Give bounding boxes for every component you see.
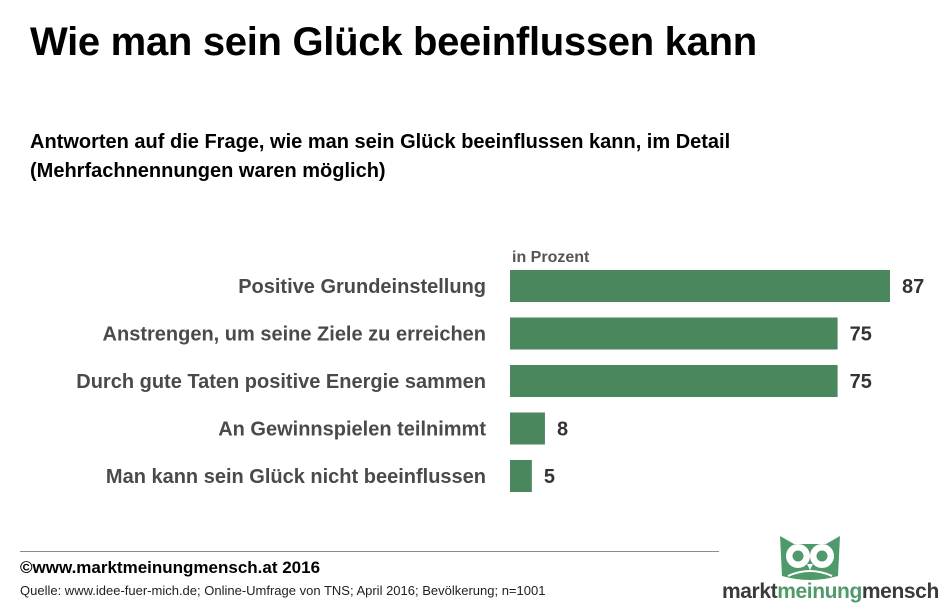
brand-logo: marktmeinungmensch: [718, 530, 948, 608]
owl-icon: [780, 536, 840, 580]
category-label-5: Man kann sein Glück nicht beeinflussen: [106, 466, 486, 488]
category-label-4: An Gewinnspielen teilnimmt: [218, 419, 486, 441]
page-title: Wie man sein Glück beeinflussen kann: [30, 20, 757, 64]
source-text: Quelle: www.idee-fuer-mich.de; Online-Um…: [20, 583, 546, 598]
logo-word-mensch: mensch: [861, 580, 939, 603]
bar-5: [510, 460, 532, 492]
chart-subtitle: Antworten auf die Frage, wie man sein Gl…: [30, 128, 910, 186]
copyright-text: ©www.marktmeinungmensch.at 2016: [20, 558, 321, 577]
subtitle-line-1: Antworten auf die Frage, wie man sein Gl…: [30, 131, 731, 153]
bar-2: [510, 317, 838, 350]
logo-word-meinung: meinung: [777, 580, 862, 603]
subtitle-line-2: (Mehrfachnennungen waren möglich): [30, 160, 386, 182]
category-label-1: Positive Grundeinstellung: [238, 276, 486, 298]
value-label-3: 75: [850, 371, 872, 393]
logo-wordmark: marktmeinungmensch: [722, 580, 939, 604]
footer-divider: [20, 551, 719, 552]
value-label-1: 87: [902, 276, 924, 298]
bar-chart: in Prozent Positive Grundeinstellung 87 An…: [76, 249, 924, 492]
unit-label: in Prozent: [512, 249, 590, 266]
bar-1: [510, 270, 890, 302]
bar-3: [510, 365, 838, 397]
value-label-5: 5: [544, 466, 555, 488]
bar-group: Positive Grundeinstellung 87 Anstrengen, u…: [76, 270, 924, 492]
category-label-2: Anstrengen, um seine Ziele zu erreichen: [103, 324, 486, 346]
value-label-2: 75: [850, 324, 872, 346]
category-label-3: Durch gute Taten positive Energie sammen: [76, 371, 486, 393]
bar-4: [510, 412, 545, 445]
value-label-4: 8: [557, 419, 568, 441]
logo-word-markt: markt: [722, 580, 778, 603]
